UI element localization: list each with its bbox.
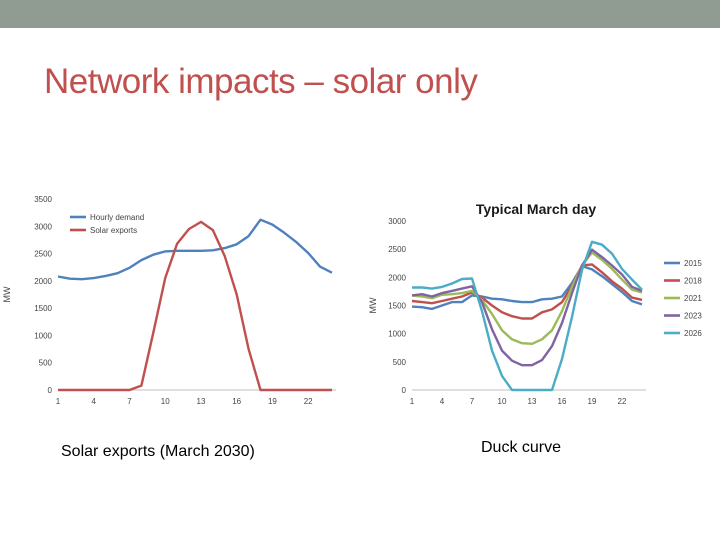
series-line-2015 <box>411 264 643 311</box>
series-line-2021 <box>411 251 643 346</box>
x-tick-label: 13 <box>197 397 206 406</box>
x-tick-label: 22 <box>304 397 313 406</box>
x-tick-label: 16 <box>232 397 241 406</box>
legend-label: Hourly demand <box>90 213 144 222</box>
y-tick-label: 3000 <box>34 222 52 231</box>
series-line-solar-exports <box>58 220 332 392</box>
x-tick-label: 7 <box>470 397 475 406</box>
x-tick-label: 10 <box>498 397 507 406</box>
caption-solar-exports: Solar exports (March 2030) <box>61 443 255 460</box>
y-tick-label: 2500 <box>388 245 406 254</box>
x-tick-label: 19 <box>268 397 277 406</box>
y-tick-label: 3500 <box>34 195 52 204</box>
x-tick-label: 1 <box>56 397 61 406</box>
x-tick-label: 19 <box>588 397 597 406</box>
y-tick-label: 1500 <box>388 302 406 311</box>
top-banner <box>0 0 720 28</box>
y-axis-label: MW <box>2 286 12 302</box>
legend-label: 2015 <box>684 259 702 268</box>
x-tick-label: 22 <box>618 397 627 406</box>
x-tick-label: 4 <box>440 397 445 406</box>
y-tick-label: 0 <box>402 386 407 395</box>
series-line-2023 <box>411 248 643 367</box>
y-tick-label: 0 <box>48 386 53 395</box>
series-line-hourly-demand <box>57 218 333 281</box>
y-tick-label: 500 <box>393 358 407 367</box>
x-tick-label: 16 <box>558 397 567 406</box>
y-tick-label: 3000 <box>388 217 406 226</box>
legend-label: 2026 <box>684 329 702 338</box>
y-tick-label: 1000 <box>34 331 52 340</box>
x-tick-label: 13 <box>528 397 537 406</box>
y-tick-label: 2000 <box>388 273 406 282</box>
chart-title: Typical March day <box>476 201 597 217</box>
duck-curve-chart: 0 500 1000 1500 2000 2500 3000 1 4 7 10 13 16 19 22 MW T… <box>368 201 702 406</box>
series-line-2018 <box>411 263 643 320</box>
solar-exports-chart: 0 500 1000 1500 2000 2500 3000 3500 1 4 7 10 13 16 19 2… <box>2 195 336 406</box>
caption-duck-curve: Duck curve <box>481 439 562 456</box>
legend-label: 2018 <box>684 277 702 286</box>
y-tick-label: 2500 <box>34 250 52 259</box>
legend-label: Solar exports <box>90 226 137 235</box>
y-axis-label: MW <box>368 297 378 313</box>
y-tick-label: 2000 <box>34 277 52 286</box>
x-tick-label: 10 <box>161 397 170 406</box>
x-tick-label: 4 <box>92 397 97 406</box>
y-tick-label: 1000 <box>388 330 406 339</box>
series-line-2026 <box>412 240 643 392</box>
x-tick-label: 1 <box>410 397 415 406</box>
y-tick-label: 500 <box>39 359 53 368</box>
legend-label: 2023 <box>684 312 702 321</box>
legend-label: 2021 <box>684 294 702 303</box>
x-tick-label: 7 <box>127 397 132 406</box>
y-tick-label: 1500 <box>34 304 52 313</box>
slide-title: Network impacts – solar only <box>44 62 478 101</box>
